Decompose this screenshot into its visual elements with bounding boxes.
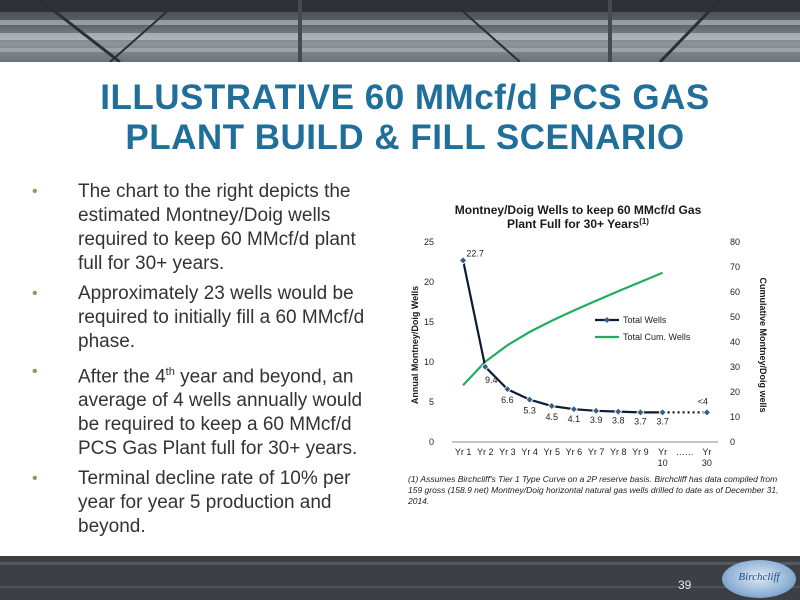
legend-label-total-wells: Total Wells: [623, 315, 667, 325]
y-right-tick-label: 80: [730, 237, 740, 247]
data-label: 4.5: [545, 412, 558, 422]
footer-bar: [0, 556, 800, 600]
legend-label-total-cum-wells: Total Cum. Wells: [623, 332, 691, 342]
data-label: 5.3: [523, 406, 536, 416]
pipes-illustration: [0, 0, 800, 62]
y-right-tick-label: 70: [730, 262, 740, 272]
y-right-tick-label: 50: [730, 312, 740, 322]
logo-text: Birchcliff: [738, 571, 780, 583]
x-tick-label: Yr 2: [477, 447, 494, 457]
chart-title-line-2-text: Plant Full for 30+ Years: [507, 217, 639, 231]
x-tick-label: Yr 9: [632, 447, 649, 457]
plot-area: 0 5 10 15 20 25 0 10 20 30 40 50 60 70 80 Yr 1 Yr 2 Yr 3 Y…: [424, 237, 740, 468]
data-point-marker: [592, 406, 601, 415]
data-point-marker: [636, 408, 645, 417]
y-tick-label: 5: [429, 397, 434, 407]
data-point-marker: [547, 401, 556, 411]
y-right-tick-label: 20: [730, 387, 740, 397]
data-point-marker: [569, 405, 578, 414]
x-tick-label: Yr: [658, 447, 667, 457]
data-label: 3.7: [656, 416, 669, 426]
x-tick-label: Yr 1: [455, 447, 472, 457]
y-tick-label: 10: [424, 357, 434, 367]
data-label: 9.4: [485, 375, 498, 385]
data-point-marker: [459, 256, 468, 265]
series-line-total-wells: [462, 260, 663, 414]
data-label: 3.8: [612, 416, 625, 426]
y-axis-label: Annual Montney/Doig Wells: [410, 286, 420, 404]
bullet-text: Terminal decline rate of 10% per year fo…: [78, 468, 351, 538]
data-point-marker: [481, 362, 490, 371]
legend-marker-total-wells: [604, 317, 610, 323]
bullet-text-sup: th: [165, 366, 175, 378]
x-tick-label: ……: [676, 447, 694, 457]
chart-title: Montney/Doig Wells to keep 60 MMcf/d Gas: [455, 203, 702, 217]
data-label: 3.7: [634, 416, 647, 426]
data-point-marker: [702, 408, 711, 417]
x-tick-label: Yr 4: [521, 447, 538, 457]
chart-title-superscript: (1): [639, 217, 649, 226]
y-tick-label: 15: [424, 317, 434, 327]
chart-svg: Montney/Doig Wells to keep 60 MMcf/d Gas…: [410, 203, 768, 468]
y-right-tick-label: 40: [730, 337, 740, 347]
chart-footnote: (1) Assumes Birchcliff's Tier 1 Type Cur…: [408, 474, 779, 506]
data-label: 22.7: [466, 248, 484, 258]
y-tick-label: 20: [424, 277, 434, 287]
slide-title: ILLUSTRATIVE 60 MMcf/d PCS GAS PLANT BUI…: [60, 78, 750, 158]
data-label: <4: [698, 396, 708, 406]
y-right-tick-label: 0: [730, 437, 735, 447]
bullet-text: Approximately 23 wells would be required…: [78, 283, 365, 352]
y-tick-label: 25: [424, 237, 434, 247]
x-tick-label: Yr 3: [499, 447, 516, 457]
bullet-icon: •: [32, 470, 38, 488]
y-right-tick-label: 30: [730, 362, 740, 372]
y-right-tick-label: 60: [730, 287, 740, 297]
bullet-icon: •: [32, 285, 38, 302]
footer-pattern: [0, 556, 800, 600]
slide-title-line-1: ILLUSTRATIVE 60 MMcf/d PCS GAS: [100, 78, 710, 117]
bullet-list: • The chart to the right depicts the est…: [30, 180, 385, 545]
slide-title-line-2: PLANT BUILD & FILL SCENARIO: [125, 118, 685, 157]
data-point-marker: [525, 395, 534, 404]
data-label: 4.1: [568, 414, 581, 424]
x-tick-label: 10: [658, 458, 668, 468]
chart: Montney/Doig Wells to keep 60 MMcf/d Gas…: [400, 195, 780, 515]
series-line-total-cum-wells: [462, 271, 664, 387]
chart-title-line-2: Plant Full for 30+ Years(1): [507, 217, 649, 231]
bullet-item: • Approximately 23 wells would be requir…: [30, 282, 385, 354]
data-point-marker: [614, 407, 623, 416]
y-tick-label: 0: [429, 437, 434, 447]
bullet-icon: •: [32, 183, 38, 200]
page-number: 39: [678, 578, 692, 592]
x-tick-label: Yr 6: [566, 447, 583, 457]
bullet-item: • Terminal decline rate of 10% per year …: [30, 467, 385, 539]
bullet-text-pre: After the 4: [78, 366, 166, 388]
birchcliff-logo: Birchcliff: [722, 560, 796, 598]
x-tick-label: Yr 7: [588, 447, 605, 457]
data-label: 6.6: [501, 395, 514, 405]
bullet-text-post: year and beyond, an average of 4 wells a…: [78, 366, 363, 460]
x-tick-label: Yr: [702, 447, 711, 457]
bullet-item: • After the 4th year and beyond, an aver…: [30, 360, 385, 461]
data-label: 3.9: [590, 415, 603, 425]
header-banner: [0, 0, 800, 62]
bullet-text: The chart to the right depicts the estim…: [78, 181, 356, 274]
bullet-item: • The chart to the right depicts the est…: [30, 180, 385, 276]
x-tick-label: 30: [702, 458, 712, 468]
data-point-marker: [503, 385, 512, 394]
x-tick-label: Yr 5: [543, 447, 560, 457]
y-axis-right-label: Cumulative Montney/Doig wells: [758, 277, 768, 412]
x-tick-label: Yr 8: [610, 447, 627, 457]
bullet-icon: •: [32, 363, 38, 380]
data-point-marker: [658, 408, 667, 417]
y-right-tick-label: 10: [730, 412, 740, 422]
